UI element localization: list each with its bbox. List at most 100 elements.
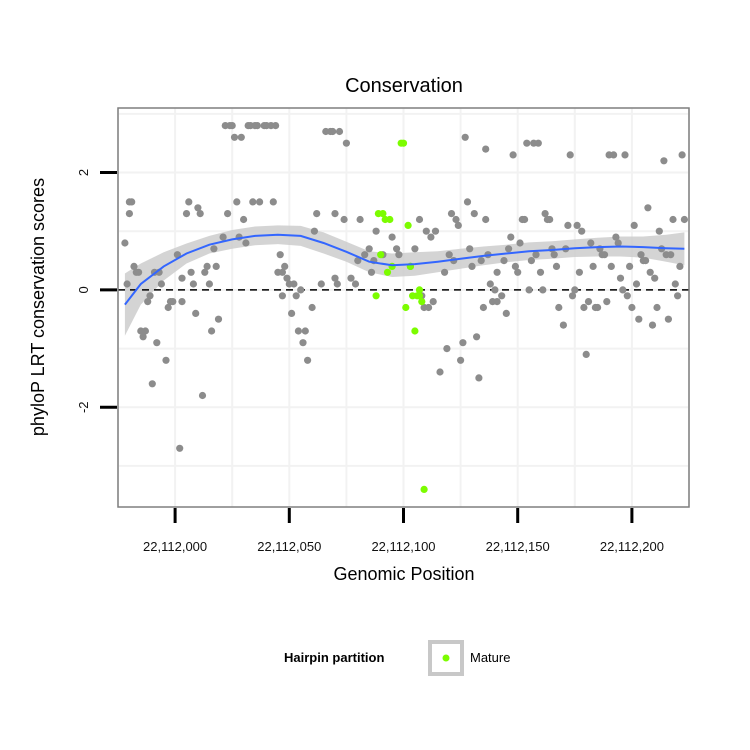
point-other [623, 292, 631, 300]
point-other [477, 257, 485, 265]
point-other [655, 227, 663, 235]
point-other [219, 233, 227, 241]
point-other [575, 268, 584, 276]
point-other [552, 262, 561, 270]
point-other [317, 280, 325, 288]
point-other [269, 198, 277, 206]
point-other [278, 292, 286, 300]
point-other [532, 251, 540, 259]
point-other [372, 227, 380, 235]
point-other [388, 233, 396, 241]
point-other [566, 151, 574, 159]
point-other [482, 215, 490, 224]
point-mature [404, 221, 412, 229]
point-other [135, 268, 143, 276]
point-other [505, 245, 513, 253]
point-other [459, 339, 467, 347]
point-other [573, 221, 581, 229]
point-other [367, 268, 376, 276]
point-other [329, 127, 337, 136]
point-other [603, 298, 611, 306]
point-other [587, 239, 595, 247]
x-tick-label: 22,112,050 [257, 539, 321, 554]
point-other [203, 262, 211, 270]
point-other [664, 315, 673, 323]
point-other [559, 321, 568, 329]
point-other [568, 292, 577, 300]
point-other [194, 204, 202, 212]
point-other [208, 327, 216, 335]
point-other [452, 215, 460, 224]
point-other [571, 286, 579, 294]
confidence-band [124, 225, 685, 336]
point-other [224, 210, 232, 218]
y-tick-label: 2 [76, 169, 91, 176]
point-other [427, 233, 435, 241]
point-other [178, 298, 186, 306]
point-other [454, 221, 462, 229]
point-other [612, 233, 620, 241]
point-other [169, 298, 177, 306]
point-other [340, 215, 348, 224]
point-other [445, 251, 453, 259]
point-other [283, 274, 291, 282]
x-tick-label: 22,112,000 [143, 539, 207, 554]
point-other [516, 239, 524, 247]
point-other [475, 374, 483, 382]
point-other [584, 298, 593, 306]
point-other [230, 133, 239, 141]
point-other [619, 286, 627, 294]
point-other [157, 280, 165, 288]
point-mature [415, 292, 424, 300]
point-other [507, 233, 515, 241]
chart-title: Conservation [345, 75, 463, 97]
point-other [146, 292, 154, 300]
point-other [457, 356, 465, 364]
point-other [201, 268, 209, 276]
point-other [249, 198, 257, 206]
point-mature [420, 485, 428, 493]
point-other [164, 303, 172, 312]
point-other [616, 274, 625, 282]
points-layer [121, 122, 689, 493]
point-other [299, 339, 307, 347]
point-other [422, 227, 430, 235]
point-other [365, 245, 373, 253]
point-other [294, 327, 302, 335]
point-mature [411, 327, 419, 335]
point-other [189, 280, 197, 288]
point-other [313, 210, 321, 218]
point-other [564, 221, 572, 229]
point-other [292, 292, 300, 300]
point-other [678, 151, 686, 159]
point-other [621, 151, 629, 159]
point-other [648, 321, 657, 329]
point-other [308, 303, 316, 312]
point-other [630, 221, 638, 229]
point-other [644, 204, 652, 212]
point-other [511, 262, 519, 270]
point-other [347, 274, 355, 282]
point-other [288, 309, 296, 317]
point-other [139, 333, 147, 341]
x-axis-title: Genomic Position [333, 564, 474, 584]
point-other [466, 245, 474, 253]
point-other [461, 133, 469, 141]
point-other [536, 268, 545, 276]
y-axis-title: phyloP LRT conservation scores [28, 178, 48, 436]
point-other [395, 251, 403, 259]
point-other [523, 139, 531, 147]
point-mature [388, 262, 396, 270]
x-tick-label: 22,112,100 [371, 539, 435, 554]
point-other [482, 145, 490, 153]
point-other [600, 251, 609, 259]
point-other [539, 286, 547, 294]
point-other [242, 239, 250, 247]
point-other [187, 268, 195, 276]
point-other [680, 215, 689, 224]
point-other [473, 333, 481, 341]
y-axis-ticks: -2 0 2 [76, 169, 117, 413]
point-other [468, 262, 476, 270]
point-other [646, 268, 654, 276]
y-tick-label: -2 [76, 401, 91, 413]
